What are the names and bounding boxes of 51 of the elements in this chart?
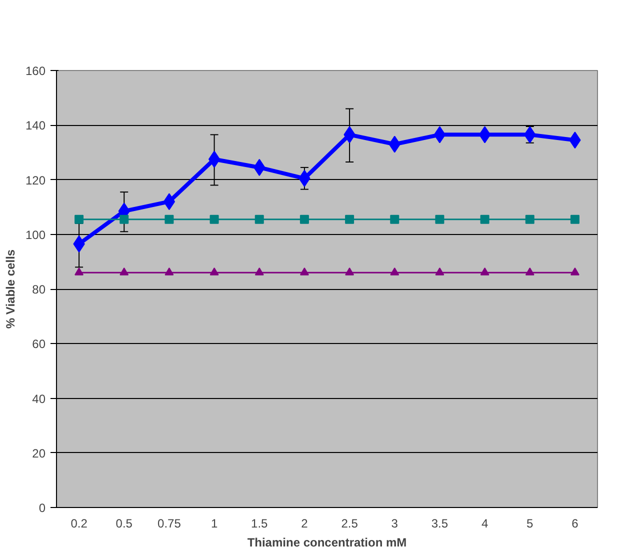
point [74,214,84,224]
point [300,214,309,224]
point [254,214,264,224]
y-tick-label: 160 [25,64,46,78]
point [210,267,219,276]
x-axis-title: Thiamine concentration mM [247,536,407,550]
point [435,214,444,224]
point [164,214,174,224]
point [570,267,580,276]
point [164,267,174,276]
x-tick-label: 1.5 [251,516,268,530]
point [570,214,580,224]
x-tick-label: 3 [391,516,398,530]
y-tick-label: 120 [25,173,46,188]
x-tick-label: 0.75 [158,516,182,530]
point [345,214,354,224]
point [163,193,176,210]
x-tick-label: 0.5 [116,516,133,530]
y-tick-label: 140 [25,118,46,133]
y-tick-label: 0 [38,501,46,515]
point [525,214,534,224]
x-tick-label: 5 [526,516,534,530]
point [120,214,129,224]
x-tick-label: 3.5 [431,516,448,530]
y-axis-title: % Viable cells [3,249,18,329]
x-tick-label: 4 [481,516,488,530]
point [435,267,444,276]
x-tick-label: 2 [301,516,308,530]
point [390,267,400,276]
point [345,267,354,276]
y-tick-label: 40 [32,392,46,406]
point [390,214,400,224]
point [434,126,446,144]
point [525,267,534,276]
x-tick-label: 1 [210,516,218,530]
point [480,267,490,276]
point [478,126,491,144]
point [120,267,129,276]
point [480,214,490,224]
y-tick-label: 100 [25,228,46,242]
y-tick-label: 20 [32,446,46,460]
x-tick-label: 6 [572,516,579,530]
point [254,267,264,276]
x-tick-label: 0.2 [70,516,88,530]
point [300,267,309,276]
point [74,267,84,276]
x-tick-label: 2.5 [341,516,358,530]
y-tick-label: 60 [32,337,46,352]
y-tick-label: 80 [32,282,46,296]
point [210,214,219,224]
point [208,150,220,168]
